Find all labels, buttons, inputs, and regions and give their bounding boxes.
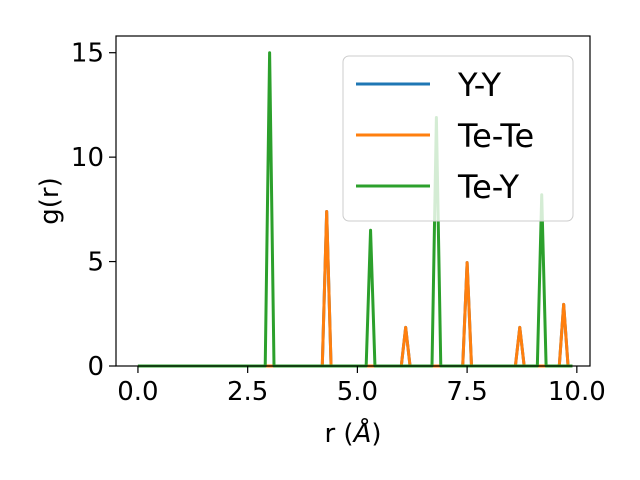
x-tick-label: 10.0 — [548, 377, 606, 407]
y-tick-label: 5 — [87, 248, 104, 278]
y-tick-label: 0 — [87, 352, 104, 382]
legend-box — [342, 55, 574, 222]
y-tick-label: 10 — [71, 143, 104, 173]
series-line-te-te — [137, 209, 573, 368]
x-tick-label: 7.5 — [446, 377, 487, 407]
y-axis-label: g(r) — [35, 177, 65, 224]
legend: Y-Y Te-Te Te-Y — [342, 55, 574, 222]
y-axis: 0 5 10 15 — [71, 39, 116, 382]
x-axis-label: r (Å) — [324, 417, 381, 449]
legend-label-y-y: Y-Y — [457, 66, 502, 104]
axes-frame — [115, 35, 591, 367]
legend-label-te-y: Te-Y — [457, 168, 520, 206]
x-axis: 0.0 2.5 5.0 7.5 10.0 — [117, 366, 606, 407]
y-tick-label: 15 — [71, 39, 104, 69]
x-tick-label: 2.5 — [227, 377, 268, 407]
x-tick-label: 0.0 — [117, 377, 158, 407]
legend-label-te-te: Te-Te — [457, 117, 534, 155]
x-tick-label: 5.0 — [337, 377, 378, 407]
